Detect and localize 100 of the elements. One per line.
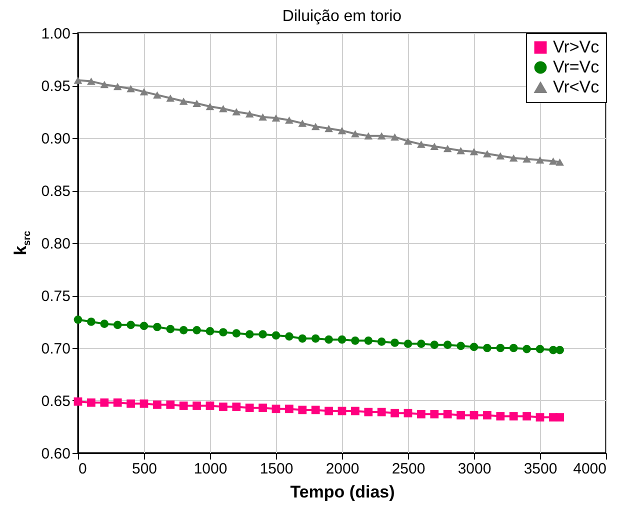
- point: [192, 402, 201, 410]
- point: [470, 148, 478, 156]
- point: [87, 318, 96, 326]
- point: [377, 132, 386, 140]
- point: [338, 335, 346, 344]
- point: [206, 402, 214, 410]
- y-tick-label: 0.95: [41, 78, 70, 95]
- point: [390, 408, 399, 418]
- point: [470, 342, 478, 352]
- point: [285, 116, 294, 124]
- y-tick-label: 1.00: [41, 26, 70, 42]
- point: [153, 91, 162, 99]
- point: [113, 82, 122, 90]
- point: [113, 320, 122, 330]
- point: [272, 114, 280, 122]
- point: [324, 406, 333, 416]
- point: [100, 320, 109, 328]
- point: [258, 404, 267, 412]
- point: [430, 340, 439, 350]
- point: [113, 398, 122, 407]
- legend-label: Vr<Vc: [553, 78, 600, 96]
- x-tick-label: 1000: [194, 460, 228, 478]
- point: [509, 154, 518, 162]
- point: [285, 404, 294, 414]
- x-tick-label: 0: [78, 460, 87, 478]
- y-tick-label: 0.65: [41, 393, 70, 410]
- point: [364, 408, 373, 416]
- point: [311, 334, 320, 343]
- point: [377, 408, 386, 416]
- point: [496, 344, 505, 352]
- point: [509, 412, 518, 420]
- point: [100, 80, 109, 88]
- point: [456, 146, 465, 154]
- point: [219, 402, 228, 411]
- point: [153, 322, 162, 332]
- point: [417, 410, 426, 418]
- point: [556, 158, 564, 166]
- point: [430, 142, 439, 150]
- point: [522, 412, 531, 420]
- point: [556, 413, 564, 422]
- x-tick-label: 2500: [392, 460, 426, 478]
- point: [338, 406, 346, 416]
- point: [285, 332, 294, 341]
- point: [417, 340, 426, 348]
- point: [324, 124, 333, 132]
- point: [100, 398, 109, 407]
- point: [258, 330, 267, 339]
- point: [496, 152, 505, 160]
- point: [404, 138, 412, 145]
- point: [126, 320, 135, 330]
- point: [364, 132, 373, 140]
- point: [456, 342, 465, 350]
- point: [351, 406, 360, 416]
- point: [351, 336, 360, 345]
- x-axis-title: Tempo (dias): [290, 482, 395, 502]
- point: [272, 331, 280, 340]
- point: [470, 411, 478, 420]
- point: [232, 402, 241, 411]
- point: [179, 326, 188, 334]
- point: [311, 122, 320, 130]
- point: [556, 346, 564, 354]
- x-tick-label: 3500: [524, 460, 558, 478]
- point: [272, 404, 280, 414]
- point: [206, 327, 214, 336]
- chart-title: Diluição em torio: [282, 8, 402, 25]
- point: [536, 344, 544, 354]
- point: [192, 326, 201, 334]
- point: [311, 406, 320, 414]
- point: [483, 344, 492, 352]
- point: [404, 340, 412, 348]
- y-tick-label: 0.70: [41, 340, 70, 358]
- point: [522, 344, 531, 354]
- point: [522, 155, 531, 163]
- point: [483, 411, 492, 420]
- point: [443, 144, 452, 152]
- legend-label: Vr=Vc: [553, 58, 600, 76]
- point: [364, 336, 373, 345]
- point: [456, 411, 465, 420]
- point: [74, 76, 82, 84]
- point: [443, 410, 452, 418]
- x-tick-label: 4000: [573, 460, 606, 478]
- point: [87, 78, 96, 85]
- point: [245, 404, 254, 412]
- point: [140, 322, 148, 330]
- x-tick-label: 2000: [326, 460, 360, 478]
- point: [338, 127, 346, 134]
- point: [351, 130, 360, 138]
- point: [245, 330, 254, 339]
- point: [549, 157, 558, 165]
- point: [232, 329, 241, 338]
- point: [179, 402, 188, 410]
- point: [74, 397, 82, 406]
- x-tick-label: 3000: [458, 460, 492, 478]
- x-tick-label: 500: [132, 460, 158, 478]
- point: [377, 338, 386, 346]
- point: [496, 412, 505, 420]
- point: [483, 150, 492, 158]
- point: [179, 98, 188, 105]
- point: [390, 133, 399, 141]
- point: [430, 410, 439, 418]
